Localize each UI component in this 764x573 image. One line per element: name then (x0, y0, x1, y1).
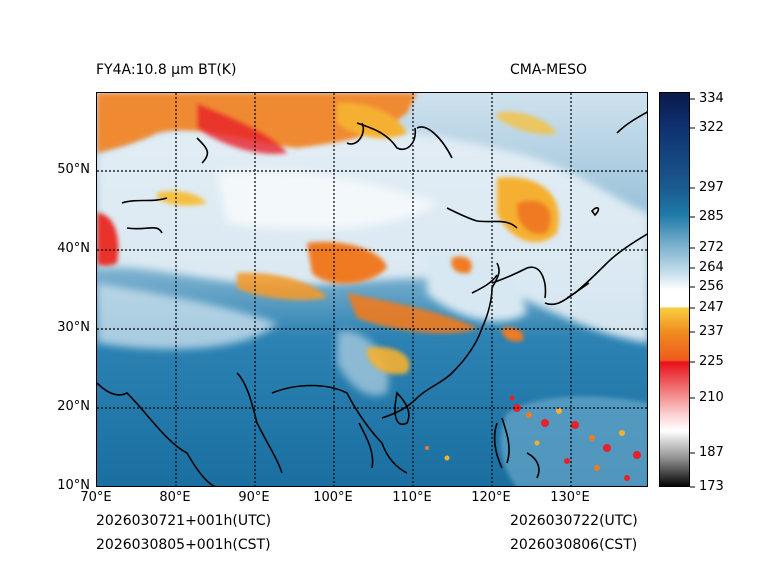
map-canvas (97, 93, 647, 486)
colorbar-label-285: 285 (699, 209, 724, 224)
colorbar-label-272: 272 (699, 240, 724, 255)
lat-label-10n: 10°N (57, 478, 90, 493)
lon-label-70e: 70°E (80, 490, 112, 505)
map-title: FY4A:10.8 µm BT(K) (96, 62, 237, 78)
lat-label-20n: 20°N (57, 399, 90, 414)
coastlines (97, 111, 647, 486)
valid-time-cst: 2026030805+001h(CST) (96, 537, 271, 553)
init-time-utc: 2026030722(UTC) (510, 513, 638, 529)
lat-label-40n: 40°N (57, 241, 90, 256)
colorbar-label-297: 297 (699, 180, 724, 195)
graticule (97, 93, 647, 486)
model-label: CMA-MESO (510, 62, 588, 78)
colorbar-label-322: 322 (699, 120, 724, 135)
colorbar-label-225: 225 (699, 354, 724, 369)
lon-label-110e: 110°E (392, 490, 432, 505)
colorbar-gradient (660, 93, 689, 486)
lon-label-120e: 120°E (471, 490, 511, 505)
valid-time-utc: 2026030721+001h(UTC) (96, 513, 272, 529)
colorbar-label-247: 247 (699, 300, 724, 315)
colorbar-label-187: 187 (699, 445, 724, 460)
colorbar-label-237: 237 (699, 324, 724, 339)
convective-cells (425, 395, 641, 481)
colorbar-label-264: 264 (699, 260, 724, 275)
lat-label-50n: 50°N (57, 162, 90, 177)
satellite-map[interactable] (96, 92, 648, 487)
lon-label-100e: 100°E (313, 490, 353, 505)
lon-label-130e: 130°E (550, 490, 590, 505)
lat-label-30n: 30°N (57, 320, 90, 335)
cold-cloud-tops (97, 93, 647, 486)
colorbar (659, 92, 690, 487)
colorbar-label-173: 173 (699, 479, 724, 494)
colorbar-label-334: 334 (699, 91, 724, 106)
colorbar-label-210: 210 (699, 390, 724, 405)
init-time-cst: 2026030806(CST) (510, 537, 638, 553)
lon-label-90e: 90°E (238, 490, 270, 505)
lon-label-80e: 80°E (159, 490, 191, 505)
colorbar-label-256: 256 (699, 279, 724, 294)
